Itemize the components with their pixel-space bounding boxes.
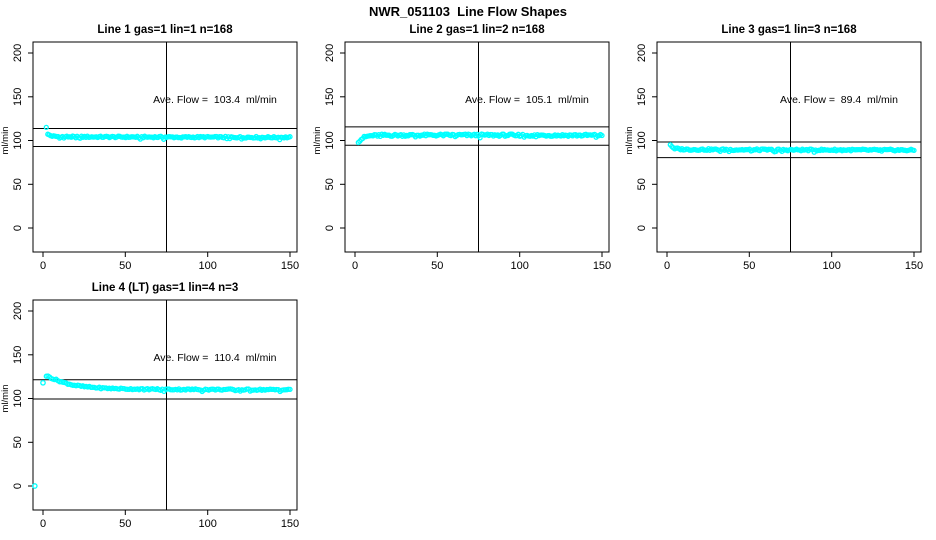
ave-flow-annotation: Ave. Flow = 89.4 ml/min — [780, 94, 898, 106]
y-tick-label: 200 — [12, 44, 24, 62]
data-points — [43, 124, 293, 143]
page-title: NWR_051103 Line Flow Shapes — [369, 4, 567, 19]
y-axis: 0 50 100 150 200 ml/min — [624, 44, 657, 231]
subplot-svg: Line 3 gas=1 lin=3 n=168 0 50 100 150 0 50 100 1… — [624, 24, 923, 272]
subplot-svg: Line 1 gas=1 lin=1 n=168 0 50 100 150 0 50 100 1… — [0, 24, 299, 272]
y-tick-label: 150 — [12, 88, 24, 106]
plot-box — [344, 41, 610, 253]
x-tick-label: 0 — [352, 260, 358, 272]
x-tick-label: 50 — [743, 260, 755, 272]
ave-flow-annotation: Ave. Flow = 103.4 ml/min — [153, 94, 277, 106]
subplot-title: Line 1 gas=1 lin=1 n=168 — [97, 24, 233, 36]
y-axis: 0 50 100 150 200 ml/min — [0, 302, 33, 489]
y-axis-label: ml/min — [0, 385, 11, 413]
y-tick-label: 0 — [12, 225, 24, 231]
x-tick-label: 100 — [511, 260, 529, 272]
subplot-line-3: Line 3 gas=1 lin=3 n=168 0 50 100 150 0 50 100 1… — [624, 20, 936, 278]
y-tick-label: 150 — [12, 346, 24, 364]
x-tick-label: 100 — [823, 260, 841, 272]
x-tick-label: 50 — [119, 518, 131, 530]
ave-flow-annotation: Ave. Flow = 105.1 ml/min — [465, 94, 589, 106]
subplot-svg: Line 2 gas=1 lin=2 n=168 0 50 100 150 0 50 100 1… — [312, 24, 611, 272]
x-tick-label: 0 — [664, 260, 670, 272]
subplot-title: Line 2 gas=1 lin=2 n=168 — [409, 24, 545, 36]
y-tick-label: 100 — [636, 131, 648, 149]
ave-flow-annotation: Ave. Flow = 110.4 ml/min — [153, 352, 276, 364]
y-tick-label: 100 — [12, 389, 24, 407]
x-axis: 0 50 100 150 — [40, 510, 299, 530]
plot-box — [656, 41, 922, 253]
y-tick-label: 200 — [636, 44, 648, 62]
x-tick-label: 50 — [119, 260, 131, 272]
x-tick-label: 150 — [281, 260, 299, 272]
y-tick-label: 150 — [324, 88, 336, 106]
data-points — [355, 131, 605, 146]
subplot-title: Line 3 gas=1 lin=3 n=168 — [721, 24, 857, 36]
x-tick-label: 100 — [199, 260, 217, 272]
subplot-svg: Line 4 (LT) gas=1 lin=4 n=3 0 50 100 150 0 50 1… — [0, 282, 299, 530]
subplot-line-1: Line 1 gas=1 lin=1 n=168 0 50 100 150 0 50 100 1… — [0, 20, 312, 278]
y-tick-label: 0 — [12, 483, 24, 489]
x-tick-label: 0 — [40, 518, 46, 530]
x-tick-label: 0 — [40, 260, 46, 272]
x-axis: 0 50 100 150 — [664, 252, 923, 272]
y-tick-label: 200 — [12, 302, 24, 320]
x-tick-label: 150 — [905, 260, 923, 272]
subplot-line-2: Line 2 gas=1 lin=2 n=168 0 50 100 150 0 50 100 1… — [312, 20, 624, 278]
x-tick-label: 150 — [281, 518, 299, 530]
y-tick-label: 100 — [324, 131, 336, 149]
y-tick-label: 50 — [324, 178, 336, 190]
y-tick-label: 50 — [636, 178, 648, 190]
data-points — [31, 373, 293, 489]
subplot-line-4: Line 4 (LT) gas=1 lin=4 n=3 0 50 100 150 0 50 1… — [0, 278, 312, 536]
y-axis: 0 50 100 150 200 ml/min — [312, 44, 345, 231]
y-tick-label: 50 — [12, 436, 24, 448]
y-tick-label: 200 — [324, 44, 336, 62]
y-axis-label: ml/min — [0, 127, 11, 155]
data-points — [667, 142, 917, 155]
y-axis: 0 50 100 150 200 ml/min — [0, 44, 33, 231]
y-axis-label: ml/min — [312, 127, 323, 155]
y-tick-label: 0 — [636, 225, 648, 231]
y-tick-label: 0 — [324, 225, 336, 231]
y-tick-label: 100 — [12, 131, 24, 149]
x-tick-label: 100 — [199, 518, 217, 530]
x-tick-label: 150 — [593, 260, 611, 272]
x-tick-label: 50 — [431, 260, 443, 272]
y-axis-label: ml/min — [624, 127, 635, 155]
y-tick-label: 50 — [12, 178, 24, 190]
subplot-title: Line 4 (LT) gas=1 lin=4 n=3 — [92, 282, 238, 294]
x-axis: 0 50 100 150 — [352, 252, 611, 272]
plot-box — [32, 299, 298, 511]
x-axis: 0 50 100 150 — [40, 252, 299, 272]
y-tick-label: 150 — [636, 88, 648, 106]
